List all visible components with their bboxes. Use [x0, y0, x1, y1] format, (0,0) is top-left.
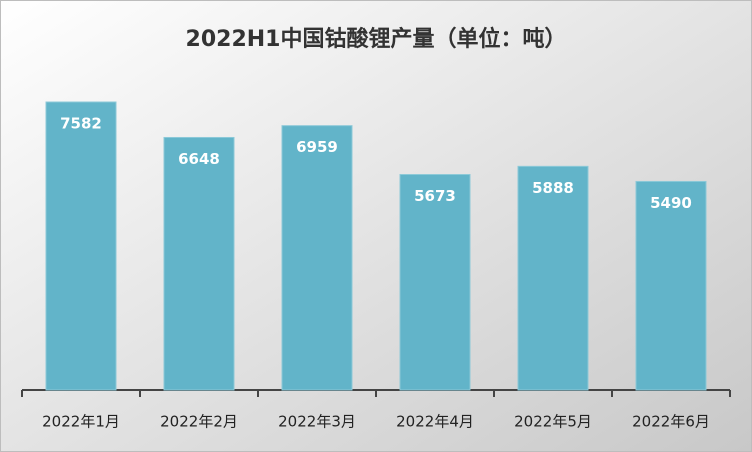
- data-label: 7582: [60, 115, 102, 133]
- chart-title: 2022H1中国钴酸锂产量（单位：吨）: [186, 26, 567, 52]
- x-tick-label: 2022年5月: [514, 413, 592, 431]
- data-label: 6959: [296, 138, 338, 156]
- data-label: 5490: [650, 194, 692, 212]
- x-tick-label: 2022年1月: [42, 413, 120, 431]
- data-label: 5673: [414, 187, 456, 205]
- data-label: 5888: [532, 179, 574, 197]
- bar: [399, 174, 471, 391]
- x-tick-label: 2022年2月: [160, 413, 238, 431]
- x-tick-label: 2022年3月: [278, 413, 356, 431]
- bar: [517, 165, 589, 391]
- bar: [163, 136, 235, 391]
- x-tick-label: 2022年6月: [632, 413, 710, 431]
- bar: [635, 180, 707, 391]
- x-tick-label: 2022年4月: [396, 413, 474, 431]
- data-label: 6648: [178, 150, 220, 168]
- bar: [45, 101, 117, 391]
- bar: [281, 125, 353, 391]
